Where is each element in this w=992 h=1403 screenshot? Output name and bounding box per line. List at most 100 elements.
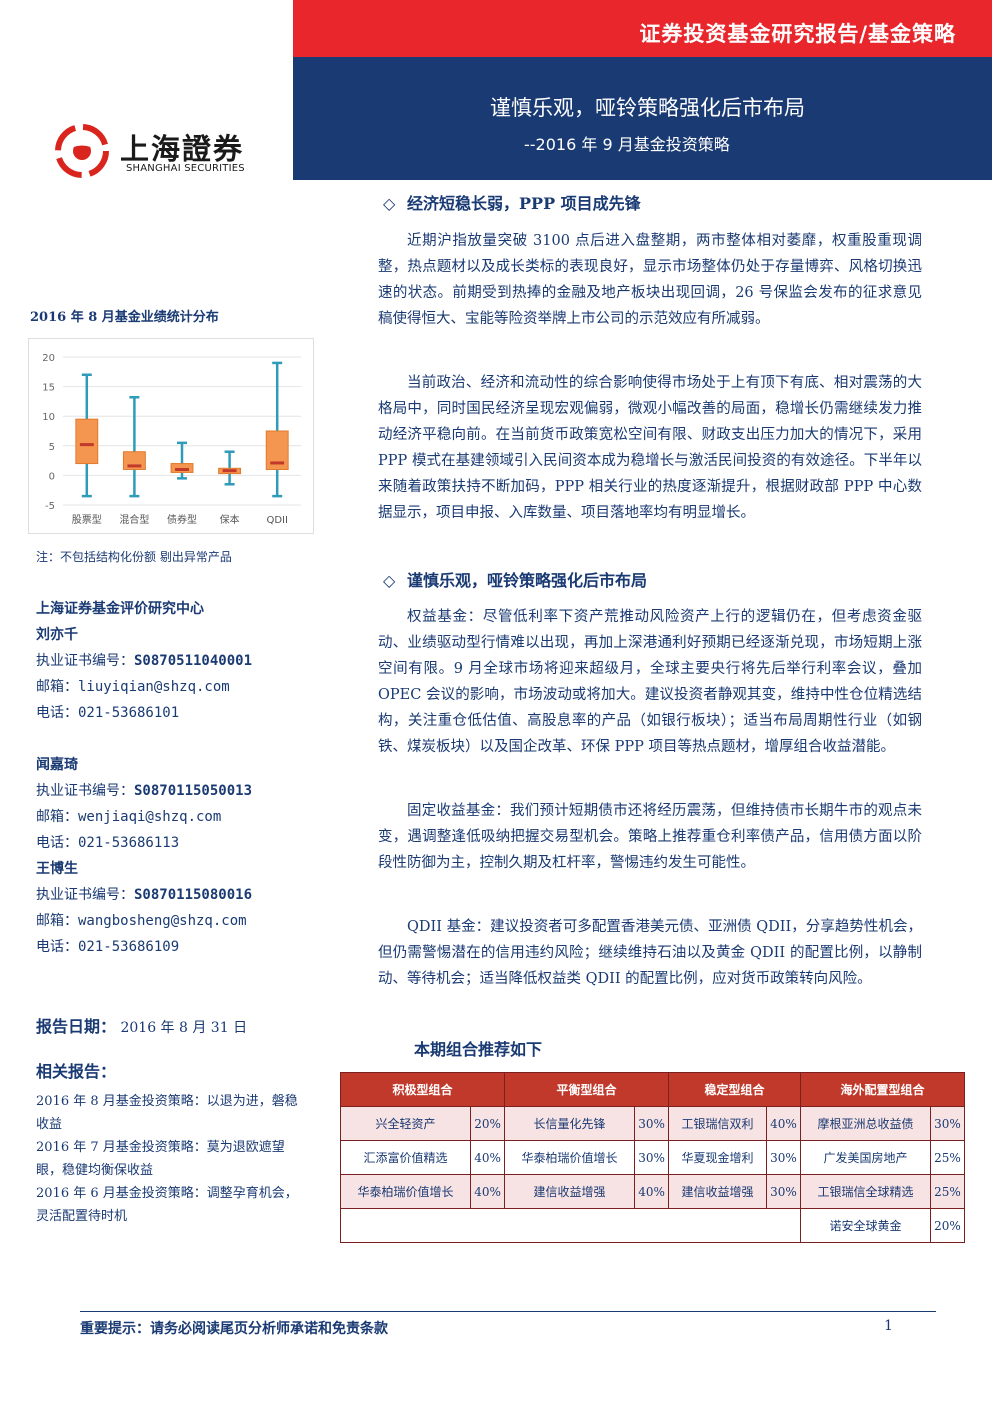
analyst-name: 刘亦千 (36, 627, 78, 643)
cert-label: 执业证书编号： (36, 653, 134, 669)
body-paragraph: 固定收益基金：我们预计短期债市还将经历震荡，但维持债市长期牛市的观点未变，遇调整… (378, 803, 922, 871)
report-title: 谨慎乐观，哑铃策略强化后市布局 (490, 96, 805, 120)
cert-label: 执业证书编号： (36, 783, 134, 799)
fund-name: 汇添富价值精选 (339, 1140, 472, 1175)
analyst-email-line: 邮箱：wenjiaqi@shzq.com (36, 804, 252, 830)
fund-weight: 30% (930, 1106, 965, 1141)
header-blue-band (293, 57, 992, 180)
related-reports-title: 相关报告： (36, 1062, 117, 1081)
email-label: 邮箱： (36, 679, 78, 695)
phone-number: 021-53686113 (78, 835, 180, 851)
portfolio-header: 海外配置型组合 (799, 1072, 966, 1107)
report-date-label: 报告日期： (36, 1017, 117, 1036)
analyst-cert-line: 执业证书编号：S0870115080016 (36, 882, 252, 908)
y-tick-label: -5 (45, 501, 55, 512)
footer-divider (80, 1311, 936, 1312)
related-report-item[interactable]: 2016 年 7 月基金投资策略：莫为退欧遮望眼，稳健均衡保收益 (36, 1140, 285, 1178)
boxplot-svg: 20 15 10 5 0 -5 股票型 混合型 债券型 保本 QDII (42, 353, 301, 526)
footer-disclaimer: 重要提示：请务必阅读尾页分析师承诺和免责条款 (80, 1321, 388, 1337)
email-link[interactable]: wenjiaqi@shzq.com (78, 809, 222, 825)
fund-weight: 30% (634, 1106, 670, 1141)
email-link[interactable]: liuyiqian@shzq.com (78, 679, 230, 695)
table-row: 华泰柏瑞价值增长 40% 建信收益增强 40% 建信收益增强 30% 工银瑞信全球精选… (339, 1174, 965, 1209)
fund-weight: 20% (930, 1208, 965, 1243)
related-report-item[interactable]: 2016 年 6 月基金投资策略：调整孕育机会，灵活配置待时机 (36, 1186, 298, 1224)
fund-name: 建信收益增强 (668, 1174, 767, 1209)
analyst-name: 闻嘉琦 (36, 757, 78, 773)
phone-number: 021-53686109 (78, 939, 180, 955)
fund-weight: 25% (930, 1140, 965, 1175)
empty-cell (340, 1208, 801, 1243)
diamond-bullet-icon: ◇ (383, 194, 396, 213)
fund-weight: 30% (765, 1140, 801, 1175)
chart-title: 2016 年 8 月基金业绩统计分布 (30, 310, 219, 325)
analyst-email-line: 邮箱：liuyiqian@shzq.com (36, 674, 252, 700)
header-red-band (293, 0, 992, 57)
fund-weight: 40% (470, 1174, 506, 1209)
fund-name: 摩根亚洲总收益债 (799, 1106, 932, 1141)
section-heading: ◇ 谨慎乐观，哑铃策略强化后市布局 (383, 567, 647, 591)
fund-weight: 40% (634, 1174, 670, 1209)
portfolio-header: 稳定型组合 (668, 1072, 801, 1107)
fund-name: 工银瑞信双利 (668, 1106, 767, 1141)
boxplot-chart: 20 15 10 5 0 -5 股票型 混合型 债券型 保本 QDII (28, 338, 314, 534)
table-row: 诺安全球黄金 20% (340, 1208, 965, 1243)
y-tick-label: 15 (42, 383, 55, 394)
box (265, 430, 289, 470)
fund-weight: 30% (634, 1140, 670, 1175)
section-heading: ◇ 经济短稳长弱，PPP 项目成先锋 (383, 190, 641, 214)
fund-weight: 40% (470, 1140, 506, 1175)
portfolio-title: 本期组合推荐如下 (414, 1040, 543, 1059)
table-row: 兴全轻资产 20% 长信量化先锋 30% 工银瑞信双利 40% 摩根亚洲总收益债 30% (339, 1106, 965, 1141)
section-heading-text: 经济短稳长弱，PPP 项目成先锋 (407, 194, 641, 213)
analyst-block: 上海证券基金评价研究中心 刘亦千 执业证书编号：S0870511040001 邮… (36, 596, 252, 726)
email-label: 邮箱： (36, 913, 78, 929)
body-paragraph: 权益基金：尽管低利率下资产荒推动风险资产上行的逻辑仍在，但考虑资金驱动、业绩驱动… (378, 609, 922, 755)
y-tick-label: 5 (49, 442, 55, 453)
related-report-item[interactable]: 2016 年 8 月基金投资策略：以退为进，磐稳收益 (36, 1094, 298, 1132)
report-date: 报告日期： 2016 年 8 月 31 日 (36, 1013, 247, 1037)
analyst-cert-line: 执业证书编号：S0870115050013 (36, 778, 252, 804)
analyst-phone-line: 电话：021-53686101 (36, 700, 252, 726)
logo-text-en: SHANGHAI SECURITIES (126, 163, 245, 174)
y-tick-label: 10 (42, 412, 55, 423)
portfolio-header: 平衡型组合 (504, 1072, 670, 1107)
analyst-phone-line: 电话：021-53686113 (36, 830, 252, 856)
cert-number: S0870115050013 (134, 783, 253, 799)
y-tick-label: 0 (49, 471, 55, 482)
table-row: 汇添富价值精选 40% 华泰柏瑞价值增长 30% 华夏现金增利 30% 广发美国房地产… (339, 1140, 965, 1175)
analyst-block: 闻嘉琦 执业证书编号：S0870115050013 邮箱：wenjiaqi@sh… (36, 752, 252, 960)
research-center-name: 上海证券基金评价研究中心 (36, 601, 204, 617)
email-link[interactable]: wangbosheng@shzq.com (78, 913, 247, 929)
report-subtitle: --2016 年 9 月基金投资策略 (524, 135, 730, 154)
analyst-name: 王博生 (36, 861, 78, 877)
fund-weight: 20% (470, 1106, 506, 1141)
phone-number: 021-53686101 (78, 705, 180, 721)
logo-text-cn: 上海證券 (120, 132, 245, 166)
cert-number: S0870511040001 (134, 653, 253, 669)
analyst-phone-line: 电话：021-53686109 (36, 934, 252, 960)
fund-name: 诺安全球黄金 (799, 1208, 932, 1243)
report-date-value: 2016 年 8 月 31 日 (120, 1020, 248, 1036)
related-reports-list: 2016 年 8 月基金投资策略：以退为进，磐稳收益 2016 年 7 月基金投… (36, 1090, 298, 1228)
diamond-bullet-icon: ◇ (383, 571, 396, 590)
page-number: 1 (884, 1318, 893, 1334)
portfolio-table: 积极型组合 平衡型组合 稳定型组合 海外配置型组合 兴全轻资产 20% 长信量化先… (339, 1072, 966, 1243)
portfolio-header: 积极型组合 (339, 1072, 506, 1107)
fund-weight: 40% (765, 1106, 801, 1141)
phone-label: 电话： (36, 835, 78, 851)
portfolio-header-row: 积极型组合 平衡型组合 稳定型组合 海外配置型组合 (339, 1072, 966, 1107)
x-tick-label: QDII (266, 515, 287, 526)
fund-name: 华泰柏瑞价值增长 (339, 1174, 472, 1209)
x-tick-label: 混合型 (119, 513, 149, 526)
fund-name: 长信量化先锋 (504, 1106, 636, 1141)
chart-note: 注：不包括结构化份额 剔出异常产品 (36, 550, 232, 564)
body-paragraph: QDII 基金：建议投资者可多配置香港美元债、亚洲债 QDII，分享趋势性机会，… (378, 919, 922, 987)
cert-number: S0870115080016 (134, 887, 253, 903)
x-tick-label: 债券型 (167, 513, 197, 526)
cert-label: 执业证书编号： (36, 887, 134, 903)
x-tick-label: 股票型 (72, 513, 102, 526)
x-tick-label: 保本 (220, 513, 240, 526)
box (75, 418, 99, 465)
phone-label: 电话： (36, 939, 78, 955)
